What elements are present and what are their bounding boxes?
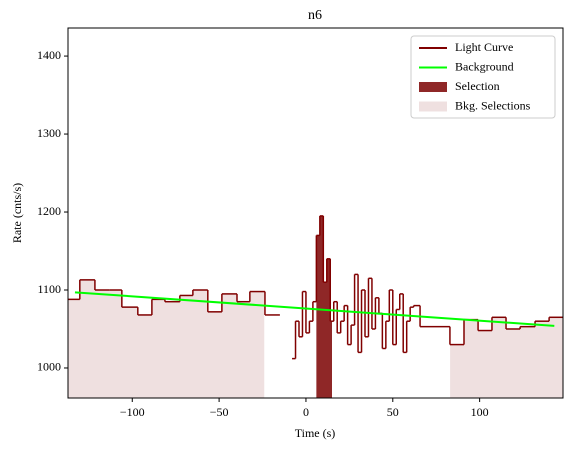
y-tick-label: 1100: [37, 282, 61, 296]
legend-swatch: [419, 101, 447, 112]
x-axis-label: Time (s): [295, 426, 336, 440]
bkg-selection-area: [68, 279, 265, 398]
selection-area: [316, 215, 332, 398]
background-line: [74, 291, 555, 327]
x-tick-label: −50: [210, 405, 229, 419]
legend-label: Bkg. Selections: [455, 98, 531, 112]
x-tick-label: 100: [471, 405, 489, 419]
plot-frame: [67, 27, 564, 399]
x-tick-label: 50: [387, 405, 399, 419]
y-tick-label: 1000: [37, 360, 61, 374]
y-tick-label: 1300: [37, 126, 61, 140]
y-tick-label: 1200: [37, 204, 61, 218]
legend-label: Background: [455, 59, 514, 73]
legend-box: [410, 35, 556, 119]
x-tick-label: −100: [120, 405, 145, 419]
y-tick-label: 1400: [37, 48, 61, 62]
bkg-selection-area: [450, 317, 563, 398]
legend-label: Selection: [455, 79, 500, 93]
x-tick-label: 0: [303, 405, 309, 419]
chart-title: n6: [308, 8, 322, 23]
legend-swatch: [419, 82, 447, 92]
legend-label: Light Curve: [455, 40, 513, 54]
y-axis-label: Rate (cnts/s): [10, 183, 24, 243]
